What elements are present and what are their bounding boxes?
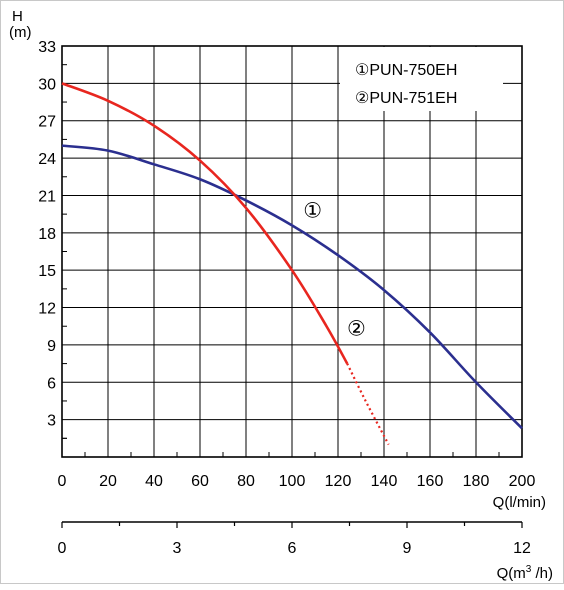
y-tick-label: 33	[38, 39, 56, 56]
y-axis-label-unit: (m)	[9, 24, 32, 41]
legend-item-2: ②PUN-751EH	[355, 90, 457, 107]
y-ticks: 3 6 9 12 15 18 21 24 27 30 33	[38, 39, 56, 430]
legend-box	[340, 47, 503, 111]
x2-tick-label: 3	[173, 540, 182, 557]
x2-tick-label: 9	[403, 540, 412, 557]
y-tick-label: 18	[38, 226, 56, 243]
y-axis-label-h: H	[12, 8, 23, 25]
series-line-2	[61, 82, 349, 365]
x2-ticks: 0 3 6 9 12	[58, 522, 531, 557]
x-axis-label: Q(l/min)	[493, 494, 546, 511]
x2-tick-label: 6	[288, 540, 297, 557]
series-label-bg	[344, 316, 369, 341]
y-tick-label: 15	[38, 263, 56, 280]
series-label-bg	[300, 198, 325, 223]
y-tick-label: 6	[47, 375, 56, 392]
x-tick-label: 60	[191, 473, 209, 490]
x-tick-label: 160	[417, 473, 444, 490]
x-tick-label: 20	[99, 473, 117, 490]
series-line-1	[61, 144, 523, 430]
series-line-2-extension	[346, 363, 390, 446]
x2-tick-label: 0	[58, 540, 67, 557]
x2-axis-label: Q(m3 /h)	[497, 564, 553, 582]
x-tick-label: 100	[279, 473, 306, 490]
x2-tick-label: 12	[513, 540, 531, 557]
x-tick-label: 0	[58, 473, 67, 490]
grid	[61, 45, 523, 458]
y-tick-label: 27	[38, 114, 56, 131]
x-tick-label: 200	[509, 473, 536, 490]
y-tick-label: 9	[47, 338, 56, 355]
y-tick-label: 24	[38, 151, 56, 168]
y-tick-label: 30	[38, 76, 56, 93]
x-tick-label: 180	[463, 473, 490, 490]
legend-item-1: ①PUN-750EH	[355, 62, 457, 79]
x-tick-label: 80	[237, 473, 255, 490]
series-label-2: ②	[347, 318, 366, 341]
series-label-1: ①	[303, 199, 322, 222]
y-tick-label: 12	[38, 301, 56, 318]
curves: ①②	[61, 82, 523, 446]
plot-area	[61, 45, 523, 458]
x-tick-label: 120	[325, 473, 352, 490]
x-ticks: 0 20 40 60 80 100 120 140 160 180 200	[58, 473, 536, 490]
y-tick-label: 21	[38, 188, 56, 205]
x-tick-label: 140	[371, 473, 398, 490]
x-tick-label: 40	[145, 473, 163, 490]
y-tick-label: 3	[47, 413, 56, 430]
